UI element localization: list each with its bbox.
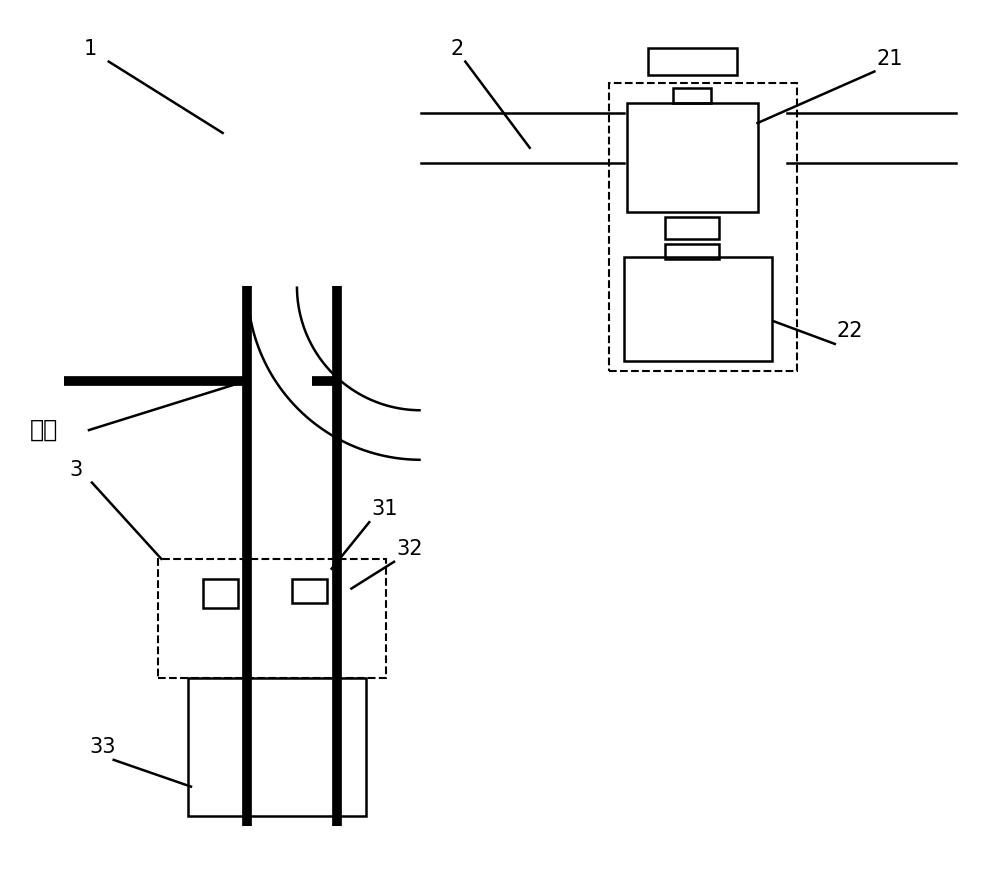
Bar bbox=[624, 257, 772, 361]
Text: 22: 22 bbox=[837, 321, 863, 341]
Bar bbox=[203, 579, 238, 608]
Bar bbox=[627, 103, 758, 212]
Text: 气井: 气井 bbox=[30, 418, 58, 442]
Bar bbox=[673, 88, 711, 103]
Text: 33: 33 bbox=[89, 737, 115, 757]
Bar bbox=[158, 558, 386, 677]
Text: 21: 21 bbox=[876, 49, 903, 68]
Text: 31: 31 bbox=[371, 499, 398, 519]
Bar bbox=[292, 579, 327, 603]
Bar bbox=[648, 48, 737, 75]
Bar bbox=[665, 217, 719, 239]
Text: 32: 32 bbox=[396, 539, 423, 558]
Bar bbox=[188, 677, 366, 816]
Bar bbox=[609, 83, 797, 371]
Text: 3: 3 bbox=[69, 460, 82, 480]
Text: 1: 1 bbox=[84, 38, 97, 59]
Bar bbox=[665, 244, 719, 259]
Text: 2: 2 bbox=[450, 38, 464, 59]
